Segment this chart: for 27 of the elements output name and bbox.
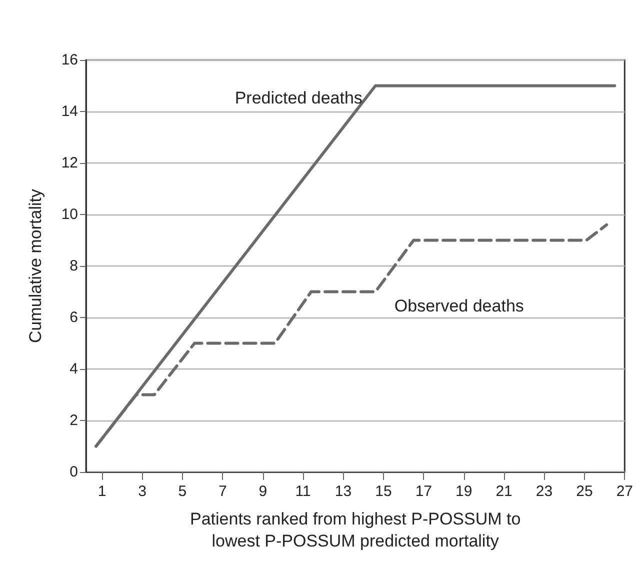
- x-tick-label: 7: [218, 483, 227, 500]
- series-label: Predicted deaths: [234, 88, 362, 108]
- x-tick-label: 21: [496, 483, 512, 500]
- y-tick-label: 10: [61, 206, 78, 223]
- x-tick-label: 15: [375, 483, 392, 500]
- series-label: Observed deaths: [394, 296, 524, 316]
- y-tick-label: 6: [70, 309, 78, 326]
- x-tick-label: 13: [334, 483, 352, 500]
- y-tick-label: 4: [70, 360, 78, 378]
- x-tick-label: 19: [456, 483, 472, 500]
- x-tick-label: 25: [576, 483, 593, 500]
- x-tick-label: 5: [178, 483, 187, 500]
- x-tick-label: 1: [98, 483, 106, 500]
- y-tick-label: 14: [61, 103, 78, 120]
- y-axis-title: Cumulative mortality: [26, 188, 45, 343]
- y-tick-label: 12: [61, 154, 78, 172]
- x-tick-label: 23: [536, 483, 553, 500]
- y-tick-label: 8: [70, 258, 78, 274]
- x-tick-label: 3: [138, 483, 146, 500]
- x-tick-label: 9: [258, 483, 268, 500]
- x-tick-label: 17: [415, 483, 432, 500]
- x-tick-label: 27: [616, 483, 633, 500]
- y-tick-label: 2: [70, 412, 78, 429]
- x-tick-label: 11: [295, 483, 311, 500]
- y-tick-label: 0: [70, 464, 78, 480]
- x-axis-title: Patients ranked from highest P-POSSUM to lowest P-POSSUM predicted mortality: [190, 510, 521, 550]
- y-tick-label: 16: [61, 52, 78, 68]
